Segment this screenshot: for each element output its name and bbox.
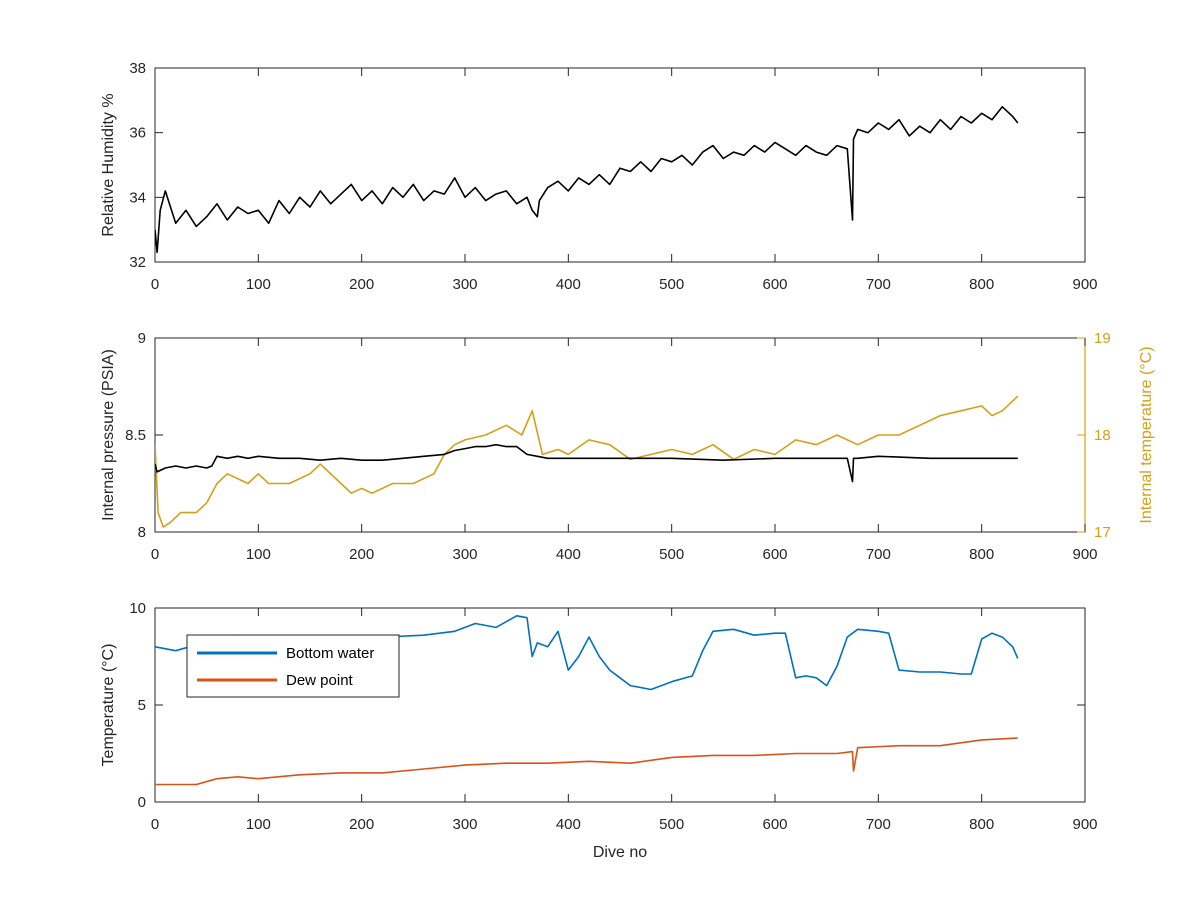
x-tick-label: 200	[349, 816, 374, 833]
panel-1: 0 100 200 300 400 500 600 700 800 900 32 34 36 38 Rela…	[100, 60, 1098, 293]
y2-tick-label: 18	[1094, 427, 1111, 444]
y-tick-label: 0	[138, 794, 146, 811]
x-tick-label: 400	[556, 276, 581, 293]
x-tick-label: 500	[659, 816, 684, 833]
y2-tick-label: 19	[1094, 330, 1111, 347]
x-tick-label: 600	[762, 546, 787, 563]
y-tick-label: 34	[129, 189, 146, 206]
series-line-1	[155, 395, 1019, 528]
panel-3: 0 100 200 300 400 500 600 700 800 900 0 5 10 Temperat…	[100, 600, 1098, 861]
panel-2: 0 100 200 300 400 500 600 700 800 900 8 8.5 9 17 18 19 I…	[100, 330, 1155, 563]
legend: Bottom water Dew point	[186, 634, 400, 698]
x-tick-label: 900	[1072, 276, 1097, 293]
series-line-2	[155, 443, 1018, 483]
x-tick-label: 700	[866, 546, 891, 563]
x-tick-label: 700	[866, 276, 891, 293]
x-tick-label: 600	[762, 276, 787, 293]
series-line-dew-point	[155, 737, 1018, 786]
y-tick-label: 10	[129, 600, 146, 617]
y-tick-label: 32	[129, 254, 146, 271]
x-tick-label: 600	[762, 816, 787, 833]
axes-frame	[154, 337, 1086, 533]
x-tick-label: 800	[969, 816, 994, 833]
y-axis-label: Temperature (°C)	[100, 644, 117, 767]
x-tick-label: 100	[246, 276, 271, 293]
x-tick-label: 900	[1072, 546, 1097, 563]
x-axis-label: Dive no	[593, 844, 647, 861]
x-tick-label: 100	[246, 546, 271, 563]
axes-frame	[154, 67, 1086, 263]
y2-tick-label: 17	[1094, 524, 1111, 541]
legend-box	[186, 634, 400, 698]
series-line-1	[155, 106, 1019, 254]
x-tick-label: 400	[556, 816, 581, 833]
series-line-bottom-water	[155, 614, 1019, 691]
y-tick-label: 36	[129, 125, 146, 142]
x-tick-label: 800	[969, 276, 994, 293]
x-tick-label: 500	[659, 546, 684, 563]
y-tick-label: 5	[138, 697, 146, 714]
x-tick-label: 400	[556, 546, 581, 563]
y-tick-label: 9	[138, 330, 146, 347]
x-tick-label: 500	[659, 276, 684, 293]
y-axis-label: Relative Humidity %	[100, 93, 117, 236]
x-tick-label: 0	[151, 546, 159, 563]
y-tick-label: 8.5	[125, 427, 146, 444]
legend-label: Bottom water	[286, 645, 374, 662]
x-tick-label: 0	[151, 816, 159, 833]
x-tick-label: 200	[349, 546, 374, 563]
x-tick-label: 300	[452, 546, 477, 563]
x-tick-label: 700	[866, 816, 891, 833]
x-tick-label: 200	[349, 276, 374, 293]
x-tick-label: 300	[452, 816, 477, 833]
legend-label: Dew point	[286, 672, 354, 689]
y-tick-label: 8	[138, 524, 146, 541]
y2-axis-label: Internal temperature (°C)	[1138, 346, 1155, 523]
x-tick-label: 900	[1072, 816, 1097, 833]
y-tick-label: 38	[129, 60, 146, 77]
x-tick-label: 300	[452, 276, 477, 293]
x-tick-label: 0	[151, 276, 159, 293]
y-axis-label: Internal pressure (PSIA)	[100, 349, 117, 521]
x-tick-label: 100	[246, 816, 271, 833]
x-tick-label: 800	[969, 546, 994, 563]
